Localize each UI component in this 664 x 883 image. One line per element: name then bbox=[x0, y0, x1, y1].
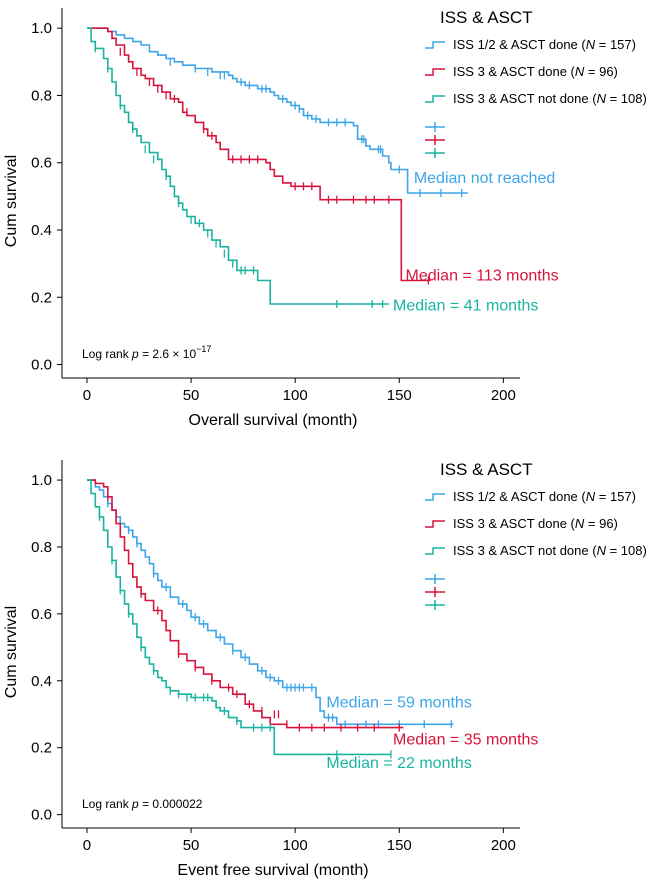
x-tick-label: 0 bbox=[83, 387, 91, 404]
legend-line-swatch bbox=[425, 493, 445, 501]
x-axis-label: Overall survival (month) bbox=[189, 412, 358, 429]
x-tick-label: 200 bbox=[491, 387, 516, 404]
median-label: Median = 113 months bbox=[406, 267, 559, 284]
x-axis-label: Event free survival (month) bbox=[177, 862, 368, 879]
y-tick-label: 1.0 bbox=[31, 472, 52, 489]
legend-entry: ISS 3 & ASCT not done (N = 108) bbox=[453, 543, 647, 558]
legend-entry: ISS 1/2 & ASCT done (N = 157) bbox=[453, 37, 636, 52]
y-tick-label: 0.0 bbox=[31, 357, 52, 374]
logrank-text: Log rank p = 0.000022 bbox=[82, 797, 203, 811]
x-tick-label: 150 bbox=[387, 387, 412, 404]
legend-title: ISS & ASCT bbox=[440, 8, 533, 27]
survival-curve bbox=[87, 27, 389, 305]
legend-title: ISS & ASCT bbox=[440, 460, 533, 479]
survival-curve bbox=[87, 479, 391, 756]
series-2: Median = 113 months bbox=[87, 27, 559, 285]
legend-entry: ISS 1/2 & ASCT done (N = 157) bbox=[453, 489, 636, 504]
legend-entry: ISS 3 & ASCT not done (N = 108) bbox=[453, 91, 647, 106]
series-3: Median = 41 months bbox=[87, 27, 538, 315]
y-tick-label: 0.2 bbox=[31, 740, 52, 757]
survival-curve bbox=[87, 479, 454, 726]
y-tick-label: 0.4 bbox=[31, 673, 52, 690]
median-label: Median = 35 months bbox=[393, 731, 538, 748]
y-axis-label: Cum survival bbox=[3, 155, 20, 247]
y-tick-label: 0.6 bbox=[31, 606, 52, 623]
y-tick-label: 0.6 bbox=[31, 155, 52, 172]
legend-line-swatch bbox=[425, 547, 445, 555]
x-tick-label: 50 bbox=[183, 387, 200, 404]
x-tick-label: 0 bbox=[83, 837, 91, 854]
y-tick-label: 0.8 bbox=[31, 87, 52, 104]
series-2: Median = 35 months bbox=[87, 479, 538, 748]
median-label: Median = 41 months bbox=[393, 298, 538, 315]
series-1: Median = 59 months bbox=[87, 479, 472, 729]
y-tick-label: 0.4 bbox=[31, 222, 52, 239]
chart-2: 0.0 0.2 0.4 0.6 0.8 1.0 0 50 100 150 200 Event free… bbox=[3, 460, 647, 879]
survival-curve bbox=[87, 27, 468, 194]
x-tick-label: 50 bbox=[183, 837, 200, 854]
logrank-text: Log rank p = 2.6 × 10−17 bbox=[82, 344, 211, 361]
series-3: Median = 22 months bbox=[87, 479, 472, 772]
x-tick-label: 100 bbox=[283, 837, 308, 854]
legend-entry: ISS 3 & ASCT done (N = 96) bbox=[453, 64, 618, 79]
legend-line-swatch bbox=[425, 68, 445, 76]
y-axis-label: Cum survival bbox=[3, 606, 20, 698]
legend-line-swatch bbox=[425, 520, 445, 528]
y-tick-label: 0.8 bbox=[31, 539, 52, 556]
x-tick-label: 200 bbox=[491, 837, 516, 854]
survival-curve bbox=[87, 27, 431, 282]
x-tick-label: 150 bbox=[387, 837, 412, 854]
median-label: Median = 59 months bbox=[326, 695, 471, 712]
y-tick-label: 1.0 bbox=[31, 20, 52, 37]
survival-curve bbox=[87, 479, 404, 729]
x-tick-label: 100 bbox=[283, 387, 308, 404]
legend-line-swatch bbox=[425, 41, 445, 49]
legend-entry: ISS 3 & ASCT done (N = 96) bbox=[453, 516, 618, 531]
y-tick-label: 0.2 bbox=[31, 289, 52, 306]
series-1: Median not reached bbox=[87, 27, 555, 197]
median-label: Median not reached bbox=[414, 170, 555, 187]
y-tick-label: 0.0 bbox=[31, 807, 52, 824]
chart-1: 0.0 0.2 0.4 0.6 0.8 1.0 0 50 100 150 200 Overall su… bbox=[3, 8, 647, 429]
legend-line-swatch bbox=[425, 95, 445, 103]
median-label: Median = 22 months bbox=[326, 755, 471, 772]
